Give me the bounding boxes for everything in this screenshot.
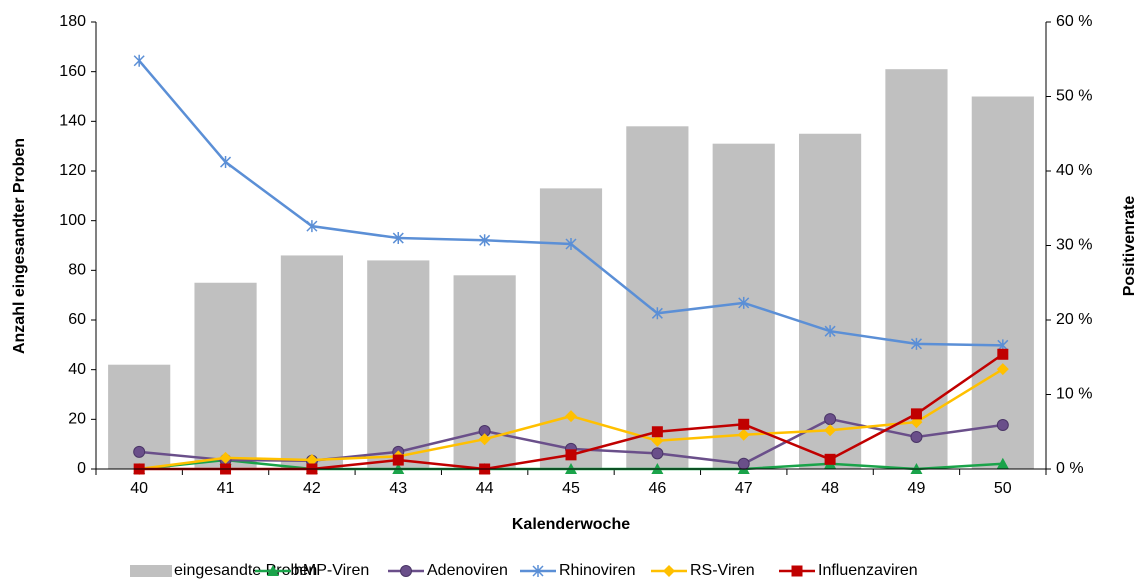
y-tick-label: 60 [68, 311, 86, 328]
legend-label: eingesandte Proben [174, 562, 317, 579]
legend-marker [532, 565, 544, 577]
marker [996, 419, 1009, 432]
marker [479, 234, 491, 247]
bar [885, 69, 948, 469]
marker [663, 565, 675, 577]
marker [400, 565, 412, 577]
marker [910, 430, 923, 443]
marker [392, 454, 404, 466]
y-tick-label: 180 [59, 13, 86, 30]
legend-swatch [130, 565, 172, 577]
marker [996, 457, 1009, 469]
legend-label: Influenzaviren [818, 562, 918, 579]
marker [133, 445, 146, 458]
y-tick-label: 0 [77, 460, 86, 477]
marker [219, 451, 232, 464]
bar [626, 126, 689, 470]
marker [305, 454, 318, 467]
y-tick-label: 140 [59, 113, 86, 130]
y2-tick-label: 40 % [1056, 162, 1092, 179]
marker [565, 238, 577, 251]
y2-tick-label: 20 % [1056, 311, 1092, 328]
x-tick-label: 41 [217, 480, 235, 497]
y2-tick-label: 30 % [1056, 237, 1092, 254]
marker [737, 428, 750, 441]
bar [194, 282, 257, 469]
marker [565, 410, 577, 423]
y-axis-title: Anzahl eingesandter Proben [11, 138, 28, 354]
y-tick-label: 40 [68, 361, 86, 378]
x-tick-label: 40 [130, 480, 148, 497]
marker [220, 156, 232, 169]
marker [532, 565, 544, 577]
y2-tick-label: 50 % [1056, 88, 1092, 105]
marker [651, 426, 663, 438]
legend-label: Adenoviren [427, 562, 508, 579]
legend-label: RS-Viren [690, 562, 755, 579]
y2-tick-label: 60 % [1056, 13, 1092, 30]
marker [306, 220, 318, 233]
marker [997, 348, 1009, 360]
legend-marker [400, 565, 412, 577]
marker [651, 447, 664, 460]
marker [133, 54, 145, 67]
legend-label: Rhinoviren [559, 562, 635, 579]
marker [910, 408, 922, 420]
y-tick-label: 160 [59, 63, 86, 80]
marker [824, 424, 837, 437]
bar [971, 96, 1034, 469]
marker [651, 307, 663, 320]
x-tick-label: 50 [994, 480, 1012, 497]
y2-tick-label: 10 % [1056, 386, 1092, 403]
x-tick-label: 47 [735, 480, 753, 497]
marker [738, 296, 750, 309]
marker [738, 418, 750, 430]
x-axis-title: Kalenderwoche [512, 516, 630, 533]
marker [267, 565, 279, 576]
y-tick-label: 120 [59, 162, 86, 179]
legend-marker [663, 565, 675, 577]
y2-axis-title: Positivenrate [1121, 196, 1138, 297]
x-tick-label: 49 [908, 480, 926, 497]
legend-label: hMP-Viren [294, 562, 369, 579]
marker [824, 413, 837, 426]
legend-marker [267, 565, 279, 576]
x-tick-label: 45 [562, 480, 580, 497]
x-tick-label: 48 [821, 480, 839, 497]
bar [367, 260, 430, 469]
bar [280, 255, 343, 469]
bar [539, 188, 603, 469]
marker [824, 325, 836, 338]
x-tick-label: 44 [476, 480, 494, 497]
marker [791, 565, 803, 577]
marker [996, 363, 1009, 376]
x-tick-label: 43 [389, 480, 407, 497]
marker [651, 434, 664, 447]
marker [478, 433, 491, 446]
legend-marker [791, 565, 803, 577]
y-tick-label: 20 [68, 411, 86, 428]
y-tick-label: 100 [59, 212, 86, 229]
x-tick-label: 46 [648, 480, 666, 497]
marker [737, 457, 750, 470]
marker [565, 449, 577, 461]
marker [910, 337, 922, 350]
y2-tick-label: 0 % [1056, 460, 1084, 477]
marker [392, 232, 404, 245]
y-tick-label: 80 [68, 262, 86, 279]
x-tick-label: 42 [303, 480, 321, 497]
marker [824, 453, 836, 465]
